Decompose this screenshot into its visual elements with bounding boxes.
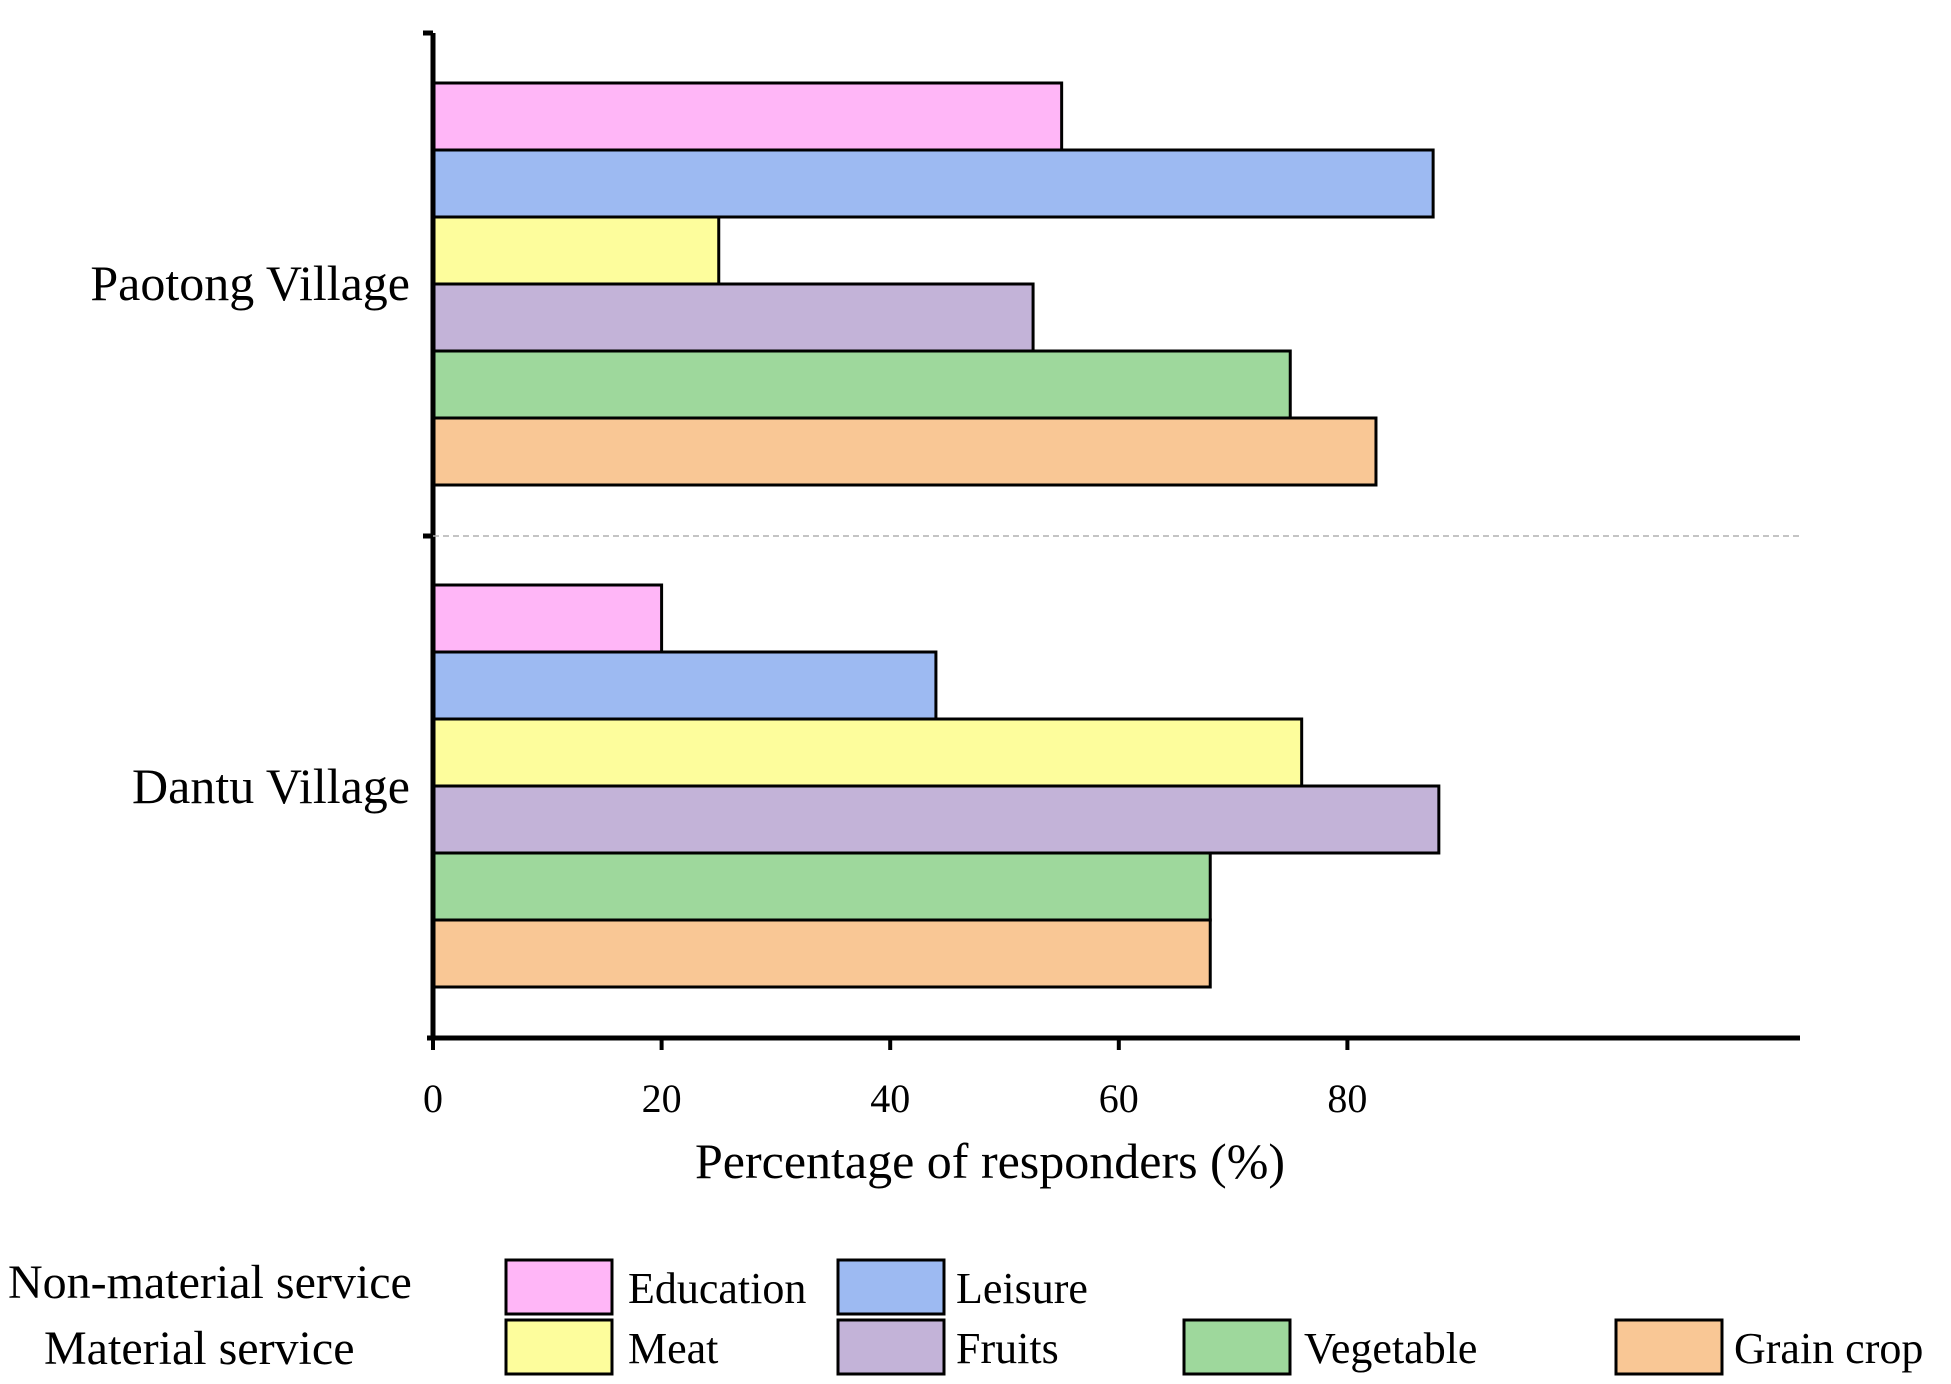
bar-dantu-village-leisure — [431, 650, 938, 721]
x-tick-label: 20 — [642, 1076, 682, 1121]
legend-swatch-meat — [504, 1318, 614, 1376]
bar-dantu-village-meat — [431, 717, 1304, 788]
bars-layer — [431, 81, 1441, 989]
ticks-layer: 0 20 40 60 80 — [423, 30, 1367, 1121]
legend-label-vegetable: Vegetable — [1304, 1324, 1477, 1373]
legend-group-label-non-material-service: Non-material service — [8, 1256, 412, 1309]
x-tick-label: 40 — [870, 1076, 910, 1121]
bar-paotong-village-leisure — [431, 148, 1435, 219]
category-labels: Paotong Village Dantu Village — [90, 255, 410, 814]
legend-group-label-material-service: Material service — [44, 1322, 355, 1375]
x-axis-title: Percentage of responders (%) — [695, 1133, 1285, 1189]
bar-paotong-village-meat — [431, 215, 721, 286]
x-tick-label: 80 — [1327, 1076, 1367, 1121]
bar-dantu-village-grain-crop — [431, 918, 1212, 989]
bar-paotong-village-vegetable — [431, 349, 1292, 420]
legend-label-grain-crop: Grain crop — [1734, 1324, 1923, 1373]
category-label-dantu-village: Dantu Village — [132, 758, 410, 814]
bar-paotong-village-fruits — [431, 282, 1035, 353]
x-tick-label: 60 — [1099, 1076, 1139, 1121]
bar-dantu-village-fruits — [431, 784, 1441, 855]
category-label-paotong-village: Paotong Village — [90, 255, 410, 311]
legend-label-education: Education — [628, 1264, 806, 1313]
legend-swatch-vegetable — [1182, 1318, 1292, 1376]
bar-dantu-village-vegetable — [431, 851, 1212, 922]
legend-label-meat: Meat — [628, 1324, 718, 1373]
bar-paotong-village-grain-crop — [431, 416, 1378, 487]
legend-swatch-education — [504, 1258, 614, 1316]
bar-dantu-village-education — [431, 583, 664, 654]
legend-label-fruits: Fruits — [956, 1324, 1059, 1373]
legend-swatch-fruits — [836, 1318, 946, 1376]
legend: Non-material service Education Leisure Mate… — [8, 1256, 1923, 1376]
legend-label-leisure: Leisure — [956, 1264, 1088, 1313]
x-tick-label: 0 — [423, 1076, 443, 1121]
bar-paotong-village-education — [431, 81, 1064, 152]
legend-swatch-leisure — [836, 1258, 946, 1316]
legend-swatch-grain-crop — [1614, 1318, 1724, 1376]
